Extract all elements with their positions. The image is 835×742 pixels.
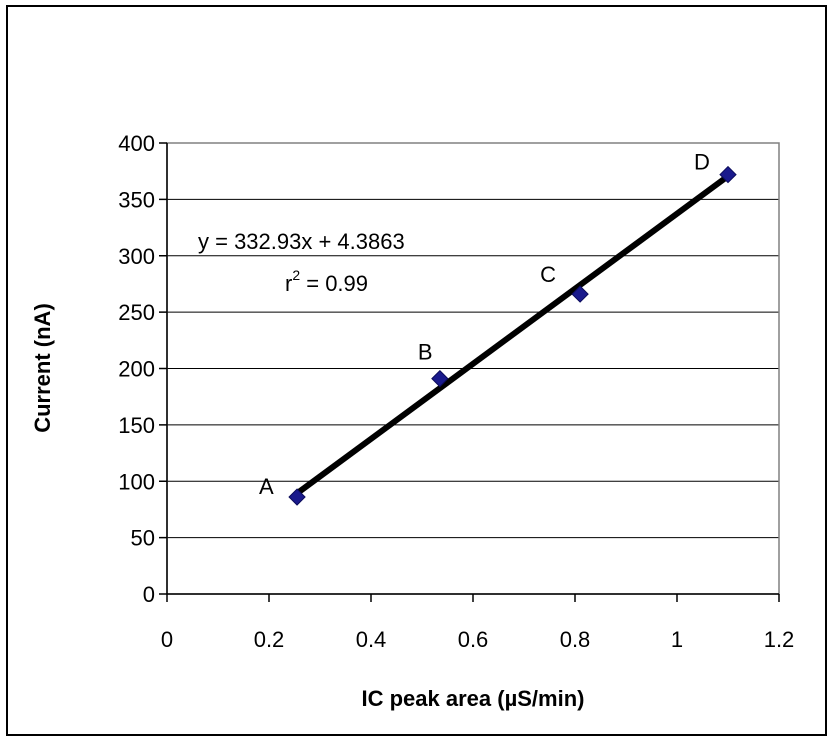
y-tick-label: 0 [143,582,155,607]
y-tick-label: 250 [118,300,155,325]
trendline-group [295,173,730,496]
data-point-c [571,285,589,303]
x-tick-label: 1 [671,627,683,652]
y-tick-label: 300 [118,244,155,269]
point-label-a: A [259,474,274,499]
point-labels: A B C D [259,150,710,499]
x-tick-label: 0 [161,627,173,652]
r-squared-annotation: r2 = 0.99 [285,267,368,296]
x-axis-title: IC peak area (µS/min) [362,686,585,711]
trendline-equation: y = 332.93x + 4.3863 [198,229,405,254]
data-point-a [288,488,306,506]
data-point-b [431,369,449,388]
x-tick-label: 0.8 [560,627,591,652]
x-axis: 0 0.2 0.4 0.6 0.8 1 1.2 [161,593,795,652]
grid-lines [167,198,779,539]
x-tick-label: 0.4 [356,627,387,652]
point-label-d: D [694,150,710,175]
r-squared-superscript: 2 [292,267,300,283]
r-squared-prefix: r [285,271,292,296]
r-squared-value: = 0.99 [300,271,368,296]
y-axis: 0 50 100 150 200 250 300 350 400 [118,131,168,607]
y-tick-label: 400 [118,131,155,156]
x-tick-label: 1.2 [764,627,795,652]
y-tick-label: 150 [118,413,155,438]
trendline [295,173,730,496]
chart-frame [6,5,827,736]
y-tick-label: 50 [131,526,155,551]
y-tick-label: 100 [118,469,155,494]
data-points [288,165,737,506]
point-label-b: B [418,340,433,365]
data-point-d [719,165,737,184]
x-tick-label: 0.6 [458,627,489,652]
x-tick-label: 0.2 [254,627,285,652]
y-tick-label: 350 [118,187,155,212]
y-tick-label: 200 [118,357,155,382]
y-axis-title: Current (nA) [30,303,55,433]
point-label-c: C [540,262,556,287]
